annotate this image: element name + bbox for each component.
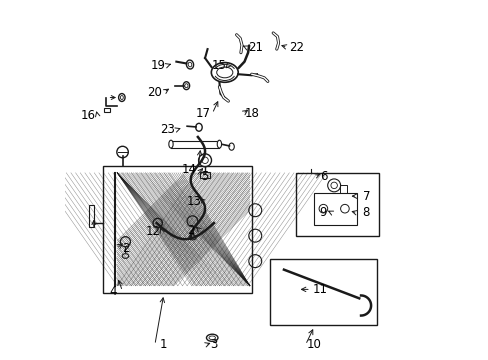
Text: 18: 18 <box>244 107 259 120</box>
Bar <box>339 185 346 193</box>
Text: 14: 14 <box>181 163 196 176</box>
Text: 22: 22 <box>288 41 304 54</box>
Bar <box>102 166 251 293</box>
Text: 6: 6 <box>319 170 326 183</box>
Text: 7: 7 <box>362 190 369 203</box>
Text: 20: 20 <box>147 86 162 99</box>
Bar <box>199 172 210 178</box>
Text: 4: 4 <box>110 285 117 298</box>
Text: 19: 19 <box>151 59 165 72</box>
Text: 9: 9 <box>319 207 326 220</box>
Text: 12: 12 <box>145 225 160 238</box>
Text: 21: 21 <box>247 41 262 54</box>
Text: 13: 13 <box>186 195 202 208</box>
Text: 2: 2 <box>122 242 129 255</box>
Bar <box>269 259 376 325</box>
Bar <box>296 173 378 235</box>
Text: 16: 16 <box>81 109 96 122</box>
Text: 17: 17 <box>195 107 210 120</box>
Bar <box>314 193 357 225</box>
Bar <box>104 108 110 112</box>
Text: 23: 23 <box>160 123 175 136</box>
Ellipse shape <box>217 140 221 148</box>
Text: 15: 15 <box>211 59 226 72</box>
Text: 2: 2 <box>186 224 194 237</box>
Text: 3: 3 <box>210 338 217 351</box>
Ellipse shape <box>168 140 173 148</box>
Text: 5: 5 <box>201 170 208 183</box>
Text: 10: 10 <box>306 338 321 351</box>
Text: 8: 8 <box>362 207 369 220</box>
Text: 11: 11 <box>312 283 326 296</box>
Text: 1: 1 <box>160 338 167 351</box>
